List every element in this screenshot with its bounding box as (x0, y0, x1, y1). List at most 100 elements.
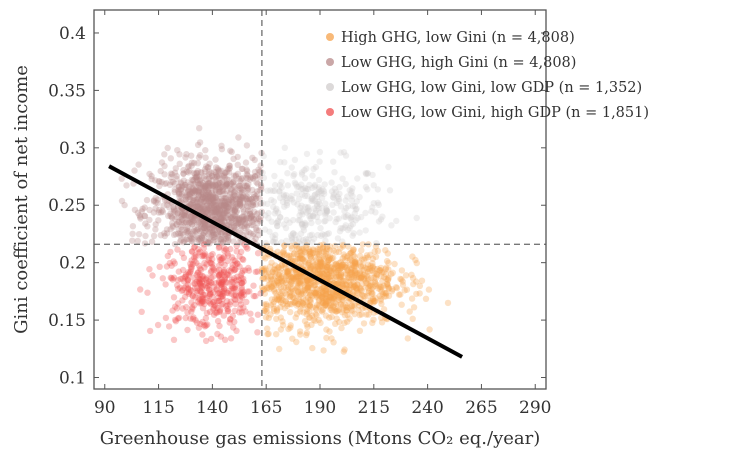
scatter-point (196, 203, 203, 211)
scatter-point (212, 209, 219, 216)
scatter-point (353, 274, 360, 281)
scatter-point (212, 230, 220, 238)
scatter-point (182, 271, 190, 278)
scatter-point (235, 216, 243, 223)
scatter-point (210, 234, 217, 241)
scatter-point (234, 153, 241, 161)
scatter-point (268, 277, 275, 284)
scatter-point (232, 219, 239, 227)
scatter-point (185, 183, 193, 191)
scatter-point (189, 305, 196, 312)
scatter-point (337, 263, 345, 270)
scatter-point (337, 245, 344, 252)
scatter-point (214, 180, 222, 188)
scatter-point (274, 209, 282, 216)
scatter-point (167, 210, 174, 217)
scatter-point (369, 260, 376, 267)
scatter-point (276, 182, 284, 189)
scatter-point (276, 187, 283, 195)
scatter-point (146, 170, 153, 178)
scatter-point (214, 240, 222, 247)
scatter-point (307, 250, 314, 257)
scatter-point (303, 321, 310, 328)
scatter-point (236, 263, 243, 270)
scatter-point (175, 226, 182, 233)
scatter-point (204, 225, 211, 232)
scatter-point (266, 263, 274, 270)
scatter-point (351, 258, 359, 265)
scatter-point (191, 187, 198, 194)
scatter-point (372, 280, 379, 287)
scatter-point (268, 196, 275, 204)
scatter-point (200, 245, 207, 252)
scatter-point (327, 277, 334, 284)
scatter-point (312, 317, 319, 324)
scatter-point (170, 205, 178, 213)
scatter-point (197, 225, 205, 232)
scatter-point (181, 293, 189, 300)
scatter-point (214, 198, 222, 205)
scatter-point (238, 175, 245, 183)
scatter-point (186, 188, 194, 195)
scatter-point (220, 212, 227, 219)
scatter-point (337, 273, 345, 281)
scatter-point (323, 206, 330, 214)
scatter-point (325, 257, 333, 264)
scatter-point (286, 293, 294, 300)
scatter-point (206, 179, 213, 187)
scatter-point (408, 271, 415, 278)
scatter-point (239, 213, 246, 220)
scatter-point (333, 305, 340, 313)
scatter-point (179, 275, 186, 282)
scatter-point (229, 194, 236, 201)
scatter-point (321, 287, 329, 295)
scatter-point (203, 191, 210, 198)
scatter-point (282, 298, 289, 305)
scatter-point (223, 181, 230, 188)
scatter-point (297, 249, 304, 256)
scatter-point (348, 216, 355, 223)
scatter-point (160, 202, 167, 209)
scatter-point (334, 262, 341, 270)
scatter-point (195, 192, 203, 199)
scatter-point (203, 197, 210, 204)
scatter-point (309, 172, 316, 179)
scatter-point (243, 214, 250, 222)
scatter-point (263, 301, 270, 308)
scatter-point (212, 194, 220, 201)
scatter-point (252, 195, 259, 202)
scatter-point (324, 293, 332, 301)
scatter-point (184, 224, 191, 231)
scatter-point (297, 291, 304, 298)
scatter-point (208, 279, 215, 286)
scatter-point (187, 219, 194, 226)
scatter-point (323, 207, 330, 214)
scatter-point (189, 199, 196, 207)
scatter-point (215, 290, 222, 297)
scatter-point (197, 181, 204, 188)
scatter-point (190, 274, 197, 281)
scatter-point (194, 180, 202, 187)
scatter-point (290, 172, 297, 179)
scatter-point (220, 210, 227, 217)
scatter-point (336, 259, 343, 267)
scatter-point (296, 298, 303, 305)
scatter-point (275, 295, 282, 302)
scatter-point (229, 312, 236, 320)
scatter-point (194, 285, 201, 292)
scatter-point (335, 248, 342, 256)
scatter-point (319, 288, 326, 295)
scatter-point (239, 165, 246, 172)
scatter-point (188, 212, 195, 220)
scatter-point (204, 206, 211, 213)
scatter-point (185, 186, 193, 193)
scatter-point (210, 298, 217, 306)
scatter-point (150, 197, 158, 204)
scatter-point (295, 277, 302, 284)
scatter-point (253, 195, 260, 202)
scatter-point (218, 278, 225, 286)
scatter-point (230, 178, 237, 185)
scatter-point (164, 252, 171, 260)
scatter-point (167, 212, 174, 220)
scatter-point (179, 297, 186, 304)
